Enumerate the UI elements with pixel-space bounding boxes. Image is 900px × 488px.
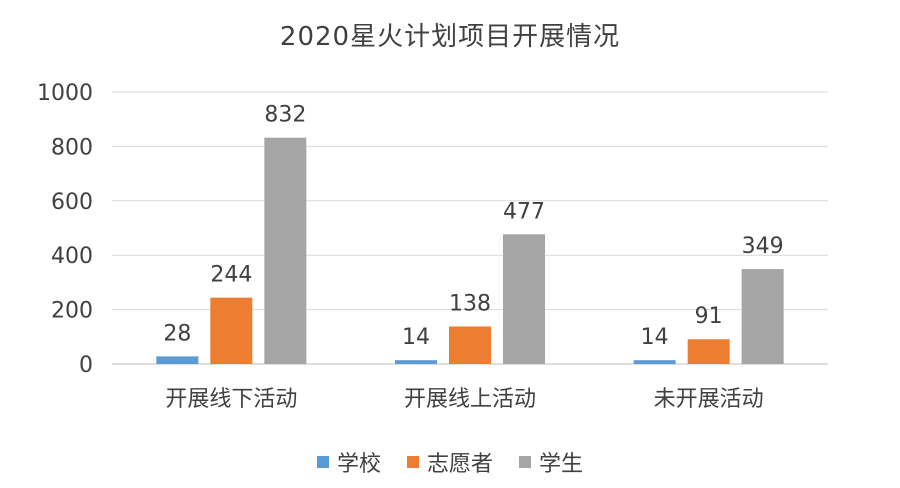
bar — [210, 297, 253, 364]
bar — [264, 137, 307, 364]
y-tick-label: 1000 — [37, 81, 93, 106]
bar — [741, 269, 784, 364]
data-label: 832 — [264, 103, 306, 128]
legend-label-school: 学校 — [336, 452, 381, 477]
data-label: 138 — [449, 291, 491, 316]
legend-item-volunteer: 志愿者 — [406, 446, 493, 478]
data-label: 14 — [641, 325, 669, 350]
bar — [156, 356, 199, 364]
bar — [449, 326, 491, 364]
y-tick-label: 400 — [51, 244, 93, 269]
data-label: 477 — [503, 199, 545, 224]
legend-label-student: 学生 — [539, 452, 584, 477]
bar — [503, 234, 545, 364]
y-tick-label: 800 — [51, 135, 93, 160]
legend-swatch-volunteer — [406, 456, 419, 468]
legend-item-student: 学生 — [519, 446, 583, 478]
bar — [633, 360, 676, 364]
legend-label-volunteer: 志愿者 — [426, 452, 493, 477]
data-label: 244 — [210, 263, 252, 288]
bar — [687, 339, 730, 364]
data-label: 28 — [163, 321, 191, 346]
y-tick-label: 0 — [79, 353, 93, 378]
data-label: 91 — [695, 304, 723, 329]
bar — [395, 360, 437, 364]
legend: 学校 志愿者 学生 — [0, 446, 900, 478]
data-label: 349 — [742, 234, 784, 259]
y-tick-label: 600 — [51, 190, 93, 215]
y-tick-label: 200 — [51, 299, 93, 324]
x-tick-label: 开展线上活动 — [404, 387, 536, 412]
legend-swatch-student — [519, 456, 531, 468]
x-tick-label: 未开展活动 — [654, 387, 764, 412]
legend-swatch-school — [316, 456, 329, 468]
data-label: 14 — [402, 325, 430, 350]
x-tick-label: 开展线下活动 — [165, 387, 297, 412]
chart-title: 2020星火计划项目开展情况 — [279, 22, 621, 52]
legend-item-school: 学校 — [316, 446, 381, 478]
